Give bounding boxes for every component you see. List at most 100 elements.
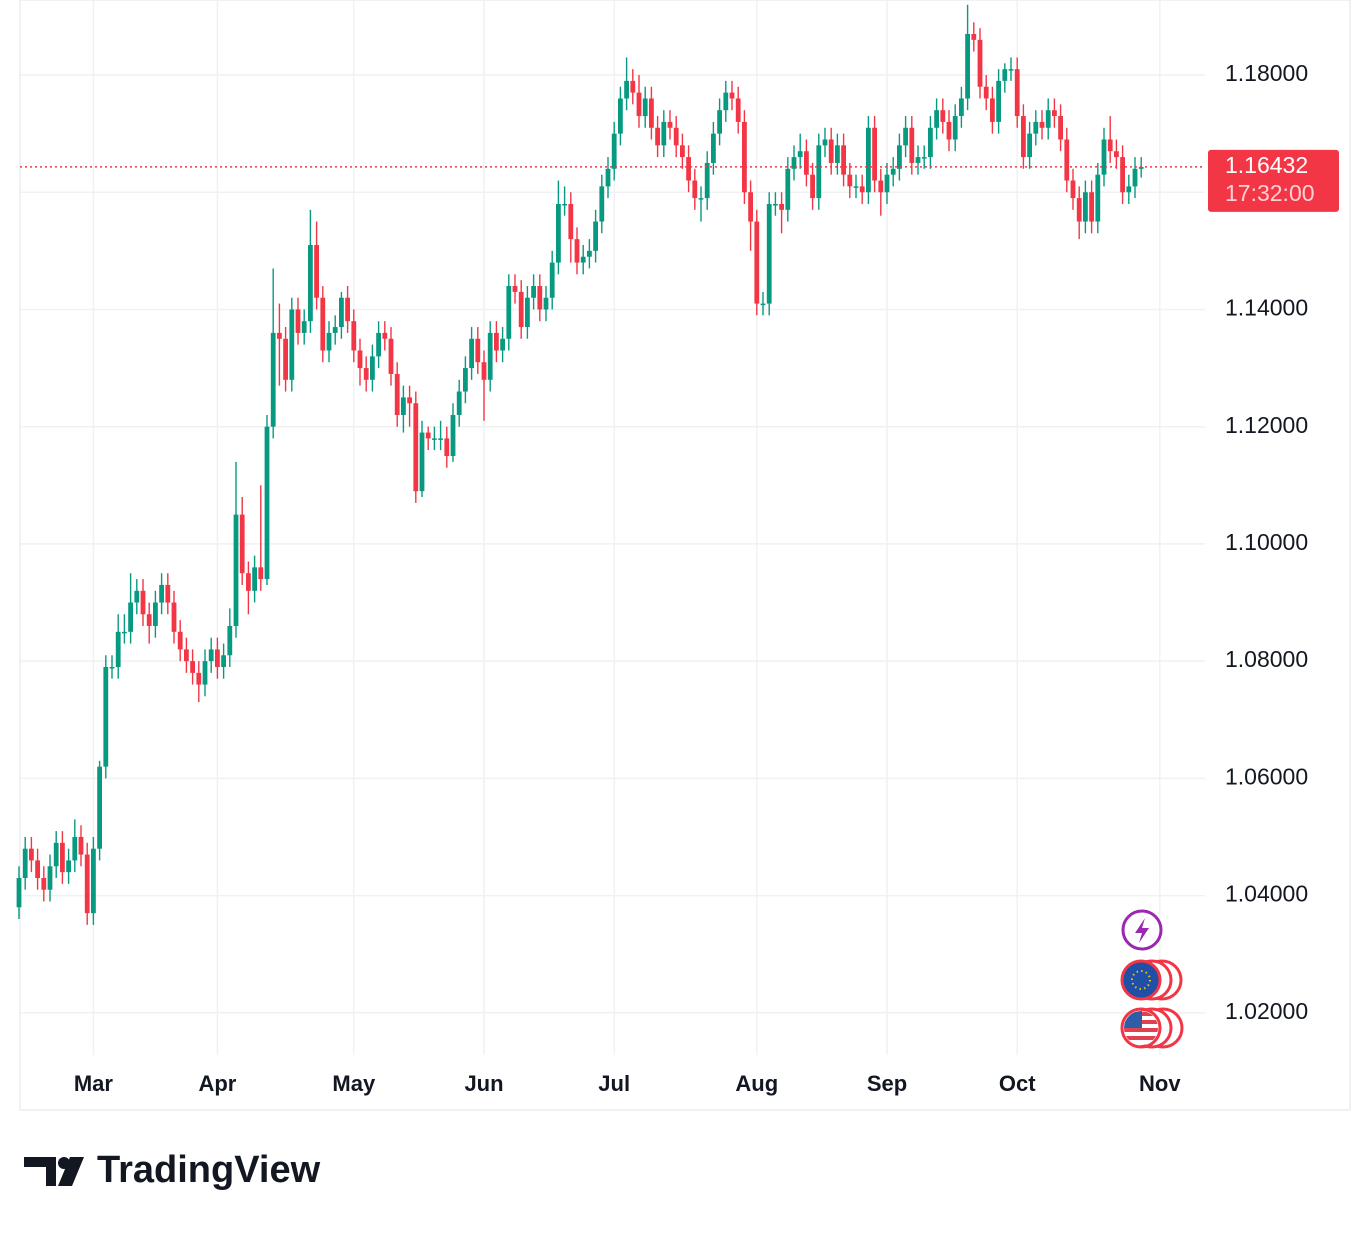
candle-body bbox=[667, 121, 673, 128]
candle-body bbox=[543, 297, 549, 310]
logo-mark bbox=[24, 1157, 56, 1186]
candle-body bbox=[308, 244, 313, 322]
candle-body bbox=[500, 338, 505, 351]
candle-body bbox=[103, 666, 109, 767]
candle-body bbox=[233, 514, 239, 626]
y-tick-label: 1.18000 bbox=[1225, 60, 1308, 86]
candle-body bbox=[506, 286, 512, 339]
candle-body bbox=[171, 602, 177, 632]
candle-body bbox=[264, 426, 270, 580]
candle-body bbox=[363, 368, 369, 380]
candle-body bbox=[977, 39, 983, 87]
candle-body bbox=[1014, 69, 1020, 117]
candle-body bbox=[897, 145, 902, 169]
candle-body bbox=[413, 403, 419, 492]
candle-body bbox=[1138, 167, 1144, 169]
candle-body bbox=[35, 860, 40, 878]
candle-body bbox=[91, 848, 96, 914]
candle-body bbox=[1064, 139, 1070, 181]
candle-body bbox=[692, 180, 698, 199]
candle-body bbox=[388, 338, 394, 374]
candle-body bbox=[159, 584, 164, 603]
candle-body bbox=[53, 842, 59, 867]
candle-body bbox=[698, 198, 704, 200]
candle-body bbox=[47, 866, 53, 890]
candle-body bbox=[351, 321, 357, 351]
candle-body bbox=[202, 661, 208, 685]
candle-body bbox=[797, 151, 803, 158]
x-tick-label: May bbox=[332, 1071, 376, 1096]
candle-body bbox=[835, 145, 840, 163]
candle-body bbox=[115, 631, 121, 667]
x-tick-label: Nov bbox=[1139, 1071, 1181, 1096]
candle-body bbox=[742, 121, 747, 193]
candle-body bbox=[872, 127, 877, 181]
lightning-icon bbox=[1135, 918, 1149, 943]
candle-body bbox=[636, 92, 642, 117]
candle-body bbox=[841, 145, 846, 175]
candle-body bbox=[1076, 198, 1082, 222]
candle-body bbox=[407, 397, 412, 404]
candle-body bbox=[965, 33, 970, 99]
eu-flag-icon[interactable] bbox=[1120, 959, 1162, 1001]
candle-body bbox=[109, 666, 115, 669]
candle-body bbox=[1039, 121, 1045, 128]
y-tick-label: 1.12000 bbox=[1225, 412, 1308, 438]
last-price-box bbox=[1208, 149, 1339, 212]
candle-body bbox=[822, 139, 828, 146]
candle-body bbox=[66, 860, 71, 873]
candle-body bbox=[1083, 192, 1088, 222]
us-flag-icon[interactable] bbox=[1122, 1010, 1162, 1046]
candle-body bbox=[946, 121, 952, 140]
candle-body bbox=[593, 221, 598, 251]
last-price-label: 1.16432 bbox=[1225, 152, 1308, 178]
candle-body bbox=[425, 432, 431, 439]
x-tick-label: Aug bbox=[735, 1071, 778, 1096]
candle-body bbox=[134, 590, 140, 603]
x-tick-label: Jun bbox=[464, 1071, 503, 1096]
candle-body bbox=[996, 80, 1001, 122]
candle-body bbox=[196, 672, 202, 685]
event-icon-ring bbox=[1120, 1007, 1162, 1049]
candle-body bbox=[983, 86, 989, 99]
candle-body bbox=[735, 98, 741, 122]
logo-mark bbox=[58, 1157, 84, 1186]
candle-body bbox=[326, 332, 332, 351]
candle-body bbox=[277, 332, 282, 339]
candle-body bbox=[376, 332, 381, 357]
candle-body bbox=[556, 203, 561, 263]
candle-body bbox=[1120, 157, 1125, 193]
candle-body bbox=[475, 338, 481, 363]
candle-body bbox=[717, 110, 722, 134]
candle-body bbox=[481, 362, 487, 380]
candle-body bbox=[624, 80, 629, 99]
candle-body bbox=[1002, 69, 1008, 81]
candle-body bbox=[599, 186, 605, 222]
candle-body bbox=[1008, 69, 1014, 71]
candle-body bbox=[655, 127, 660, 146]
candle-body bbox=[1027, 133, 1032, 158]
candle-body bbox=[239, 514, 245, 574]
x-tick-label: Apr bbox=[198, 1071, 236, 1096]
candle-body bbox=[866, 127, 871, 193]
candle-body bbox=[816, 145, 822, 199]
candle-body bbox=[748, 192, 753, 222]
candle-body bbox=[773, 203, 778, 206]
candle-body bbox=[22, 848, 28, 878]
candle-body bbox=[878, 180, 884, 193]
candle-body bbox=[1021, 116, 1026, 158]
candle-body bbox=[314, 244, 319, 298]
candle-body bbox=[208, 649, 214, 662]
candle-body bbox=[1089, 192, 1094, 222]
candle-body bbox=[680, 145, 685, 158]
candle-body bbox=[884, 174, 890, 193]
candle-body bbox=[859, 186, 865, 193]
y-tick-label: 1.04000 bbox=[1225, 881, 1308, 907]
candle-body bbox=[580, 256, 586, 263]
candle-body bbox=[382, 332, 388, 339]
candle-body bbox=[401, 397, 406, 415]
candle-body bbox=[711, 133, 716, 163]
candle-body bbox=[1070, 180, 1076, 199]
candle-body bbox=[1126, 186, 1132, 193]
candle-body bbox=[512, 286, 518, 292]
